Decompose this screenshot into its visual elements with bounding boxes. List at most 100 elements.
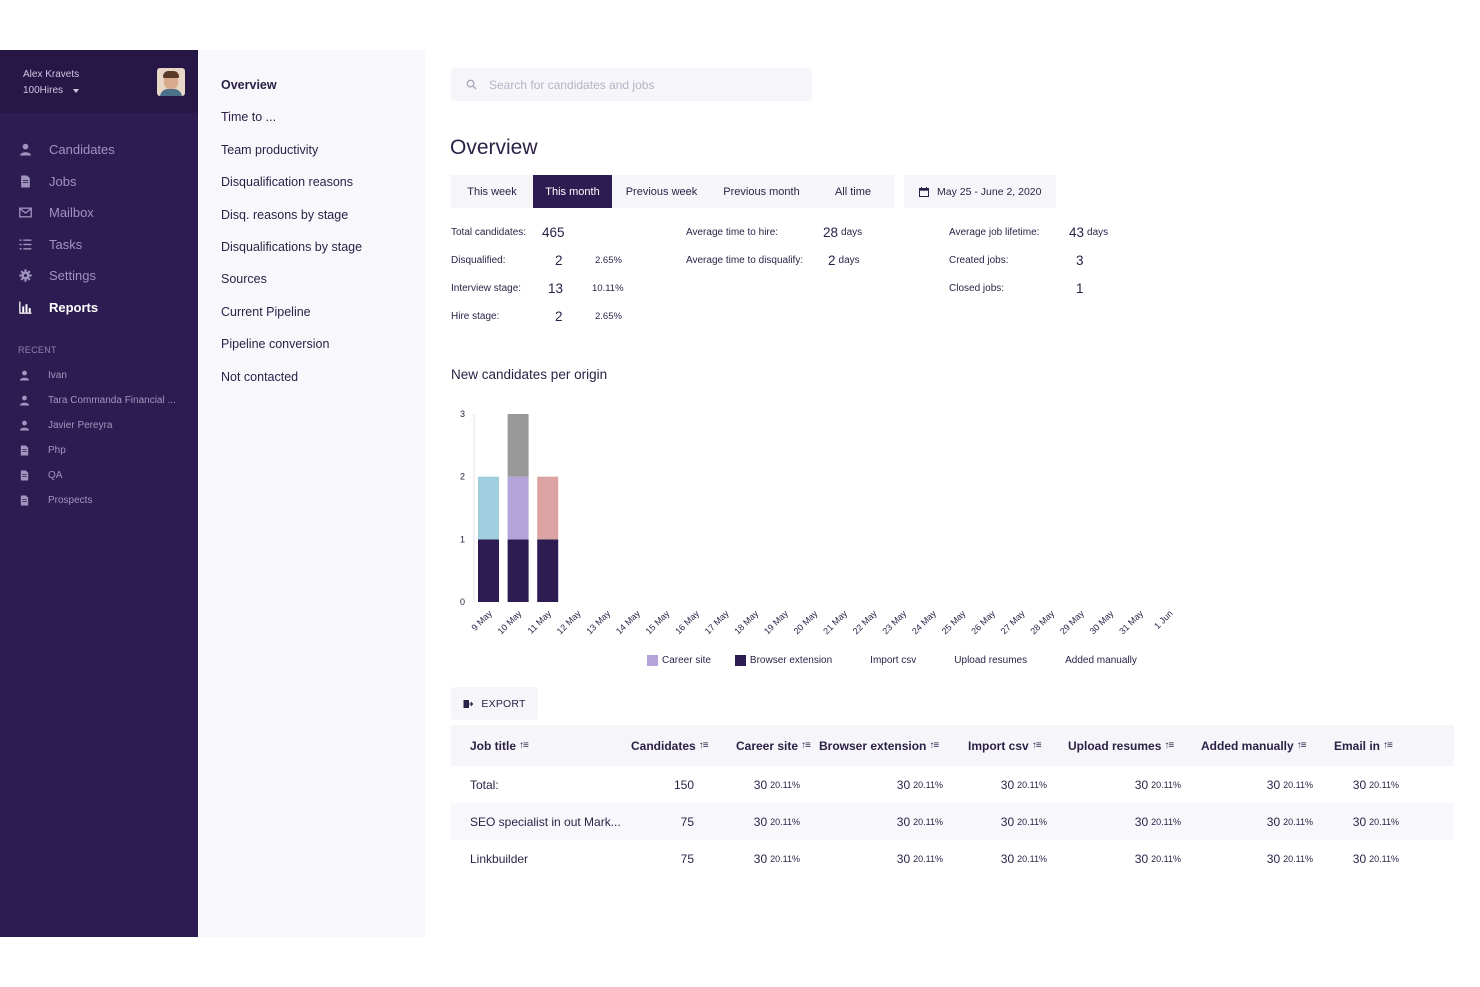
subnav-item-disqualification-reasons[interactable]: Disqualification reasons [221,175,354,190]
tasks-icon [19,239,32,250]
stat-percent: 2.65% [595,254,622,266]
cell-value: 30 [896,814,911,829]
legend-item[interactable]: Career site [647,655,711,666]
legend-item[interactable]: Upload resumes [940,655,1027,666]
nav-item-settings[interactable]: Settings [0,260,198,292]
nav-item-mailbox[interactable]: Mailbox [0,197,198,229]
column-header[interactable]: Career site ↑≡ [736,725,811,766]
x-tick-label: 16 May [673,608,701,636]
recent-item-label: QA [48,470,63,481]
legend-item[interactable]: Import csv [856,655,916,666]
stat-unit: days [841,226,863,238]
stat-label: Interview stage: [451,282,522,294]
recent-item[interactable]: Javier Pereyra [0,413,198,438]
nav-item-candidates[interactable]: Candidates [0,134,198,166]
subnav-item-sources[interactable]: Sources [221,272,267,287]
nav-item-tasks[interactable]: Tasks [0,229,198,261]
cell-candidates: 75 [680,851,694,866]
column-header[interactable]: Candidates ↑≡ [631,725,709,766]
table-row[interactable]: SEO specialist in out Mark... 75 30 20.11% 3… [451,803,1454,840]
stat-disqualified: Disqualified: 2 2.65% [451,250,622,270]
nav-item-jobs[interactable]: Jobs [0,166,198,198]
cell-count: 30 20.11% [1334,840,1399,877]
stat-value: 465 [542,224,565,240]
stat-percent: 10.11% [592,282,624,294]
x-tick-label: 12 May [555,608,583,636]
x-tick-label: 26 May [969,608,997,636]
column-header[interactable]: Browser extension ↑≡ [819,725,939,766]
tab-all-time[interactable]: All time [834,185,872,198]
tab-this-month[interactable]: This month [533,175,612,208]
cell-count: 30 20.11% [1201,840,1313,877]
table-row[interactable]: Total: 150 30 20.11% 30 20.11% 30 20.11% 30 20.11… [451,766,1454,803]
recent-item[interactable]: Ivan [0,363,198,388]
export-button[interactable]: EXPORT [451,687,538,720]
subnav-item-current-pipeline[interactable]: Current Pipeline [221,304,311,319]
cell-percent: 20.11% [770,779,800,790]
column-header[interactable]: Upload resumes ↑≡ [1068,725,1174,766]
nav-item-reports[interactable]: Reports [0,292,198,324]
recent-item[interactable]: Php [0,438,198,463]
cell-value: 30 [1134,851,1149,866]
y-tick-label: 0 [460,597,465,607]
tab-previous-week[interactable]: Previous week [625,185,698,198]
cell-count: 30 20.11% [1068,840,1181,877]
column-header[interactable]: Email in ↑≡ [1334,725,1393,766]
tab-this-week[interactable]: This week [467,185,517,198]
legend-item[interactable]: Browser extension [734,655,832,666]
person-icon [19,395,30,406]
sort-icon: ↑≡ [1296,740,1307,751]
mail-icon [19,206,32,219]
recent-item[interactable]: Prospects [0,488,198,513]
org-name: 100Hires [23,85,64,96]
column-header[interactable]: Import csv ↑≡ [968,725,1042,766]
column-header[interactable]: Job title ↑≡ [470,725,529,766]
cell-value: 30 [1352,777,1367,792]
search-bar[interactable] [451,68,812,101]
cell-count: 30 20.11% [819,766,943,803]
subnav-item-disqualifications-by-stage[interactable]: Disqualifications by stage [221,239,363,254]
cell-percent: 20.11% [913,816,943,827]
bar-segment [507,476,529,540]
x-tick-label: 1 Jun [1152,608,1175,631]
recent-item[interactable]: Tara Commanda Financial ... [0,388,198,413]
tab-previous-month[interactable]: Previous month [723,185,800,198]
document-icon [20,495,29,506]
export-icon [463,699,474,708]
subnav-item-not-contacted[interactable]: Not contacted [221,369,299,384]
caret-down-icon [73,89,80,93]
table-row[interactable]: Linkbuilder 75 30 20.11% 30 20.11% 30 20.11% 30 2… [451,840,1454,877]
account-info[interactable]: Alex Kravets 100Hires [23,67,79,99]
recent-list: Ivan Tara Commanda Financial ... Javier Pe… [0,363,198,513]
cell-value: 30 [1266,851,1281,866]
stat-value: 3 [1076,252,1084,268]
x-tick-label: 13 May [584,608,612,636]
legend-item[interactable]: Added manually [1051,655,1137,666]
document-icon [21,175,30,188]
subnav-item-pipeline-conversion[interactable]: Pipeline conversion [221,337,330,352]
search-input[interactable] [489,77,809,92]
bar-segment [507,539,529,602]
subnav-item-overview[interactable]: Overview [221,78,277,92]
nav-item-label: Settings [49,268,96,284]
x-tick-label: 21 May [821,608,849,636]
cell-percent: 20.11% [1151,779,1181,790]
cell-percent: 20.11% [1017,853,1047,864]
subnav-item-time-to[interactable]: Time to ... [221,110,277,125]
column-header[interactable]: Added manually ↑≡ [1201,725,1307,766]
sort-icon: ↑≡ [698,740,709,751]
org-switcher[interactable]: 100Hires [23,83,80,99]
recent-item[interactable]: QA [0,463,198,488]
subnav-item-team-productivity[interactable]: Team productivity [221,142,319,157]
cell-value: 30 [1266,814,1281,829]
document-icon [19,445,30,456]
x-tick-label: 27 May [999,608,1027,636]
calendar-icon [919,186,929,197]
subnav-item-disq-reasons-by-stage[interactable]: Disq. reasons by stage [221,207,349,222]
stat-unit: days [838,254,860,266]
x-tick-label: 31 May [1117,608,1145,636]
avatar[interactable] [157,68,185,96]
x-tick-label: 19 May [762,608,790,636]
legend-swatch [647,655,658,666]
date-range-picker[interactable]: May 25 - June 2, 2020 [904,175,1056,208]
